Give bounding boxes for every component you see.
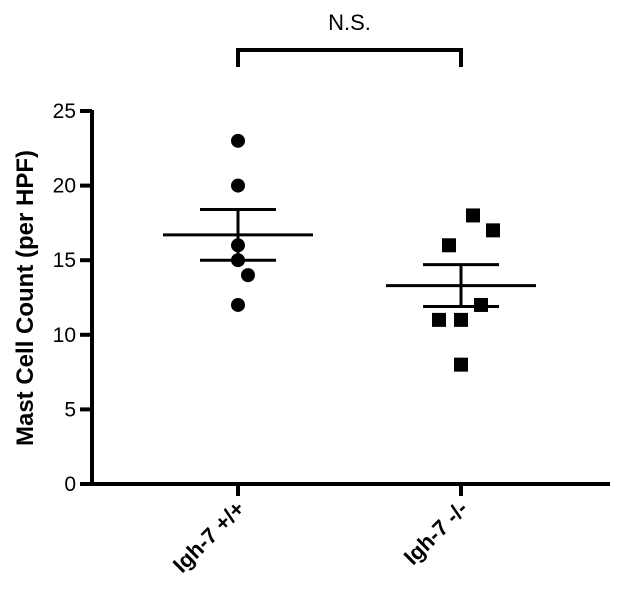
data-point-square	[486, 223, 500, 238]
significance-bracket	[236, 48, 463, 67]
data-point-circle	[241, 268, 255, 283]
data-point-square	[454, 357, 468, 372]
x-category-label: Igh-7 +/+	[168, 496, 250, 578]
data-marks	[163, 48, 536, 372]
data-point-circle	[231, 133, 245, 148]
labels: 0 5 10 15 20 25 Igh-7 +/+ Igh-7 -/- Mast Cell Co…	[12, 10, 473, 578]
data-point-square	[442, 238, 456, 253]
y-tick-label: 15	[53, 249, 76, 272]
x-category-label: Igh-7 -/-	[399, 496, 473, 570]
y-tick-label: 20	[53, 175, 76, 198]
data-point-circle	[231, 178, 245, 193]
y-tick-label: 0	[64, 473, 76, 496]
axes	[80, 109, 610, 496]
data-point-circle	[231, 297, 245, 312]
y-tick-label: 5	[64, 398, 76, 421]
data-point-square	[432, 312, 446, 327]
data-point-square	[454, 312, 468, 327]
significance-label: N.S.	[328, 10, 371, 35]
y-axis-title: Mast Cell Count (per HPF)	[12, 150, 39, 446]
y-tick-label: 25	[53, 100, 76, 123]
data-point-square	[466, 208, 480, 223]
y-tick-label: 10	[53, 324, 76, 347]
